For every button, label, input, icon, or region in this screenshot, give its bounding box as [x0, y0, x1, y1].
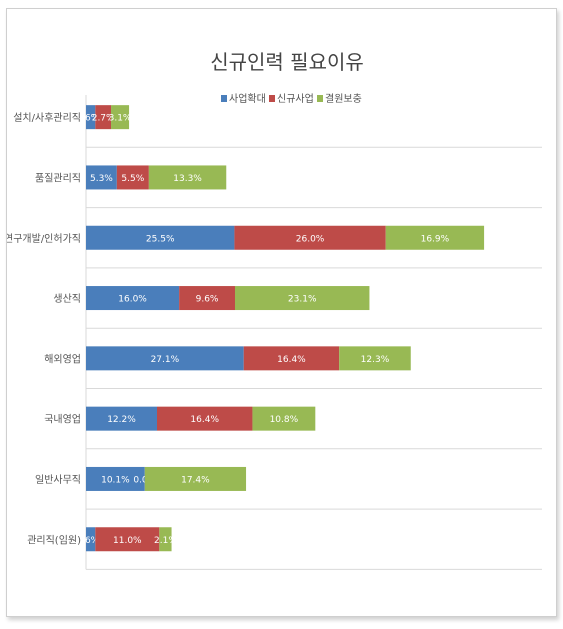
bar	[385, 225, 485, 250]
bar	[159, 527, 172, 552]
bar	[86, 527, 96, 552]
bar	[148, 165, 227, 190]
bar	[86, 105, 96, 130]
data-label: 17.4%	[181, 475, 210, 485]
data-label: 25.5%	[146, 234, 175, 244]
bar	[86, 466, 145, 491]
category-label: 국내영업	[44, 413, 81, 426]
data-label: 16.0%	[118, 295, 147, 305]
bar	[243, 346, 340, 371]
bar	[234, 286, 370, 311]
category-label: 해외영업	[44, 352, 81, 365]
data-label: 12.3%	[361, 355, 390, 365]
chart-frame: 신규인력 필요이유 .6% 2.7% 3.1% 5.3% 5.5% 13.3% 25.5% 2…	[6, 8, 557, 617]
bar	[157, 406, 253, 431]
legend-label: 신규사업	[277, 92, 314, 105]
bar	[86, 165, 117, 190]
category-label: 관리직(임원)	[27, 533, 81, 546]
bar	[86, 406, 158, 431]
data-label: .6%	[82, 536, 100, 546]
data-label: 12.2%	[107, 415, 136, 425]
category-labels: 설치/사후관리직품질관리직연구개발/인허가직생산직해외영업국내영업일반사무직관리…	[7, 112, 81, 546]
data-label: 9.6%	[196, 295, 219, 305]
bar	[144, 466, 247, 491]
bar	[339, 346, 411, 371]
data-label: 5.3%	[90, 174, 113, 184]
data-label: 3.1%	[109, 114, 132, 124]
category-label: 일반사무직	[35, 474, 81, 486]
data-label: 10.1%	[101, 475, 130, 485]
category-label: 품질관리직	[35, 172, 81, 184]
legend-label: 사업확대	[229, 92, 266, 105]
data-label: 13.3%	[173, 174, 202, 184]
category-label: 생산직	[53, 293, 81, 305]
data-label: 16.4%	[190, 415, 219, 425]
legend-swatch	[317, 95, 323, 102]
chart-svg: 신규인력 필요이유 .6%2.7%3.1%5.3% 5.5% 13.3%25.5% 2…	[7, 50, 542, 570]
bar	[86, 286, 180, 311]
bar	[111, 105, 130, 130]
bar	[234, 225, 386, 250]
legend: 사업확대 신규사업 결원보충	[221, 92, 362, 105]
data-label: 26.0%	[296, 234, 325, 244]
legend-swatch	[221, 95, 227, 102]
legend-label: 결원보충	[325, 93, 362, 105]
bar	[116, 165, 149, 190]
bar	[86, 225, 235, 250]
data-label: 2.1%	[154, 536, 177, 546]
bar	[179, 286, 235, 311]
category-label: 설치/사후관리직	[13, 112, 81, 124]
category-label: 연구개발/인허가직	[7, 233, 81, 245]
data-label: 27.1%	[151, 355, 180, 365]
data-label: .6%	[82, 114, 100, 124]
data-label: 16.4%	[277, 355, 306, 365]
data-label: 16.9%	[421, 234, 450, 244]
data-label: 10.8%	[270, 415, 299, 425]
bar	[252, 406, 316, 431]
chart-title: 신규인력 필요이유	[210, 50, 364, 74]
data-label: 11.0%	[113, 536, 142, 546]
data-label: 23.1%	[288, 295, 317, 305]
data-label: 5.5%	[121, 174, 144, 184]
bar	[95, 527, 160, 552]
bars: .6%2.7%3.1%5.3% 5.5% 13.3%25.5% 26.0% 16.9%1…	[82, 105, 485, 552]
bar	[95, 105, 112, 130]
legend-swatch	[269, 95, 275, 102]
bar	[86, 346, 244, 371]
data-label: 2.7%	[92, 114, 115, 124]
